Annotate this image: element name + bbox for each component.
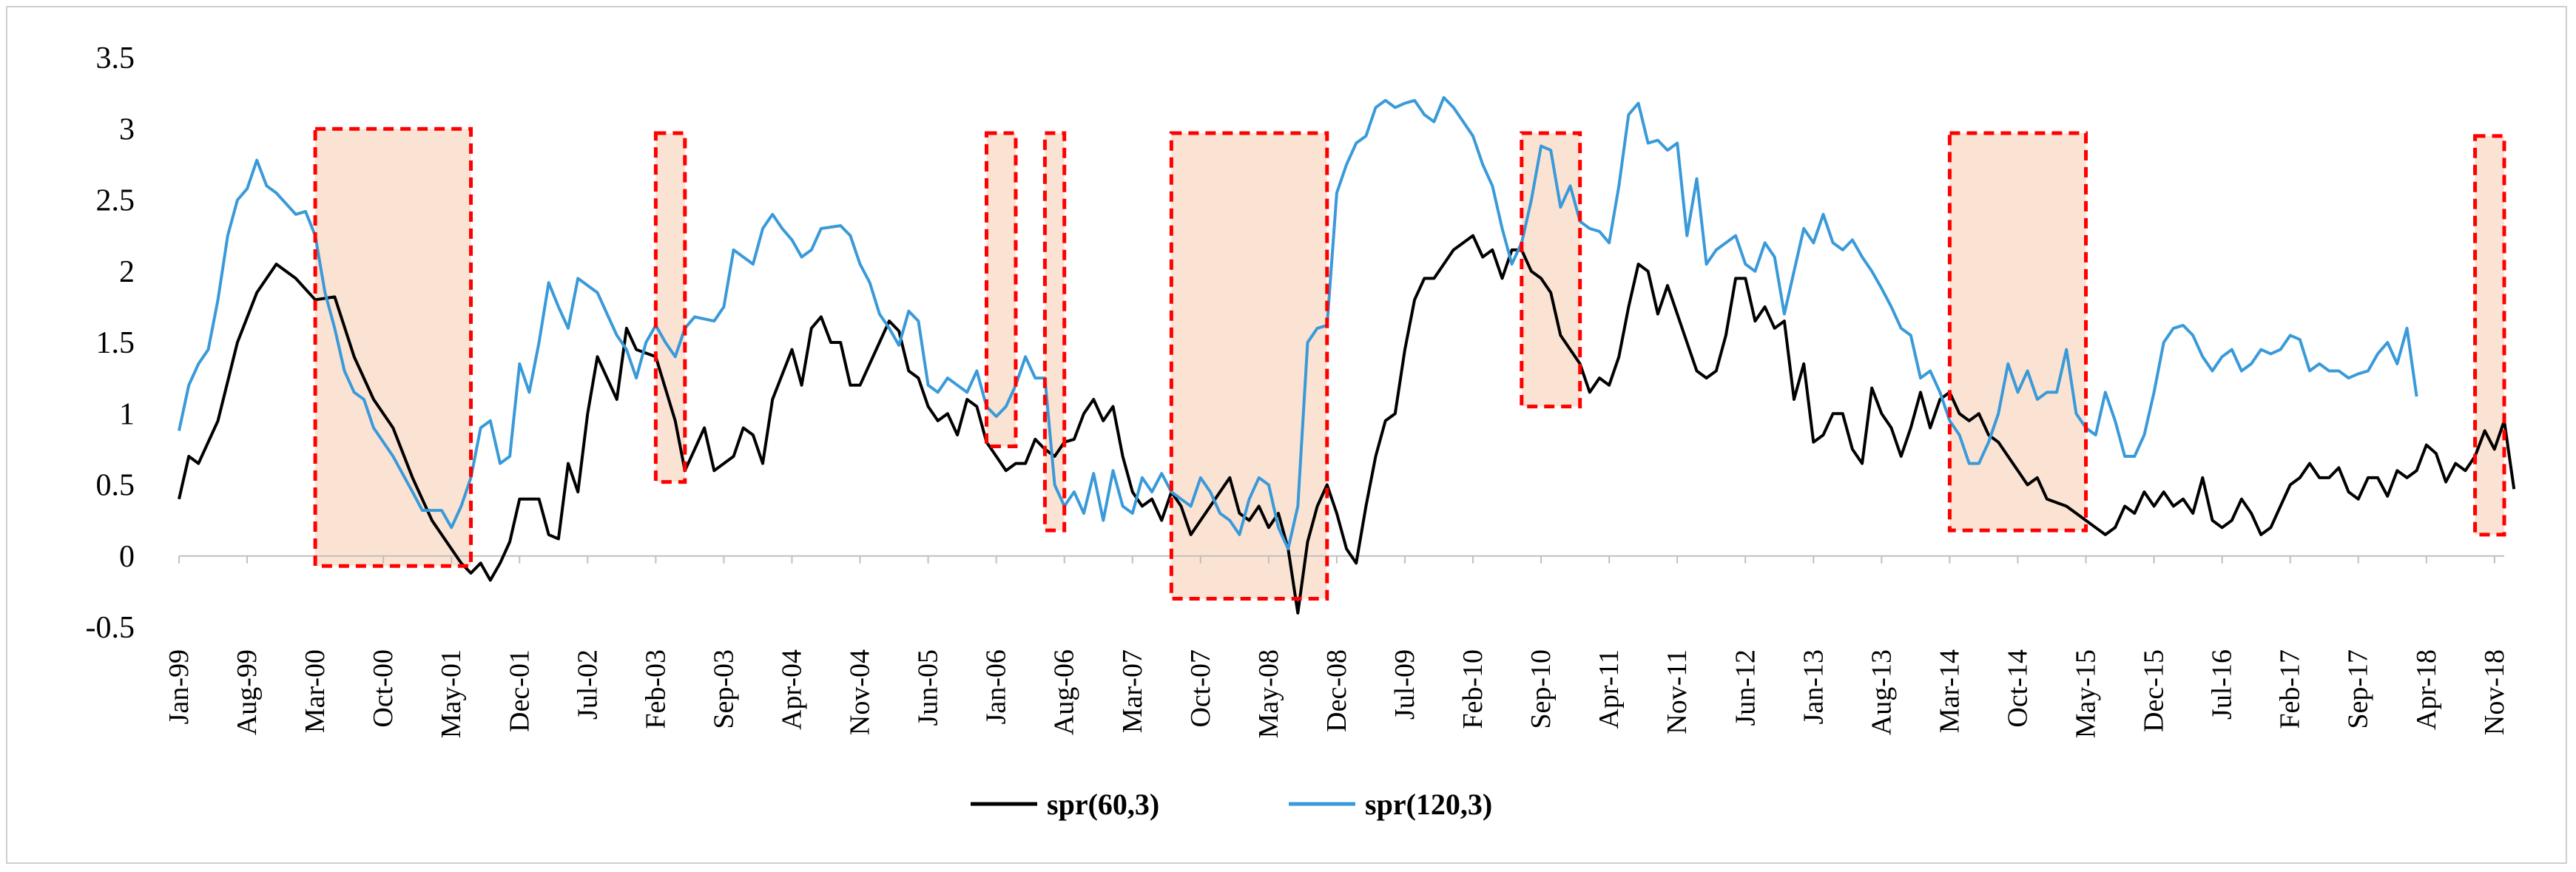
x-tick-label: Jun-12 [1730, 649, 1761, 726]
shaded-period-border-4 [1042, 131, 1067, 533]
series-line-spr60 [178, 234, 2516, 615]
x-tick-label: Aug-99 [232, 649, 263, 735]
x-tick-label: Mar-00 [300, 649, 331, 733]
x-tick-label: Aug-13 [1866, 649, 1897, 735]
x-tick-label: Jan-99 [163, 649, 195, 724]
y-tick-label: 3.5 [96, 41, 135, 75]
y-tick-label: 2 [119, 255, 135, 289]
shaded-period-border-6 [1520, 131, 1582, 409]
x-tick-label: Jun-05 [913, 649, 944, 726]
x-tick-label: May-08 [1253, 649, 1284, 738]
x-tick-label: Jul-02 [572, 649, 603, 720]
shaded-period-fill-8 [2475, 135, 2504, 535]
shaded-period-fill-1 [315, 129, 471, 567]
x-tick-label: Nov-04 [845, 649, 876, 735]
y-tick-label: -0.5 [86, 611, 135, 645]
x-tick-label: Dec-08 [1321, 649, 1352, 732]
shaded-period-fill-2 [655, 133, 685, 482]
y-tick-label: 0 [119, 540, 135, 574]
shaded-period-border-3 [985, 131, 1018, 449]
x-tick-label: Jul-16 [2207, 649, 2238, 720]
axes [178, 555, 2504, 564]
chart-frame: -0.5 0 0.5 1 1.5 2 2.5 3 3.5 Jan-99 Aug-99 Mar-00 Oc… [6, 6, 2567, 864]
x-tick-label: Dec-01 [504, 649, 535, 732]
legend-label-spr120: spr(120,3) [1365, 788, 1492, 821]
x-tick-label: May-15 [2071, 649, 2102, 738]
shaded-period-border-8 [2473, 134, 2506, 537]
x-tick-label: Nov-11 [1662, 649, 1693, 734]
shaded-period-fill-4 [1045, 133, 1065, 531]
legend: spr(60,3) spr(120,3) [971, 788, 1492, 821]
x-tick-label: Feb-17 [2275, 649, 2306, 729]
shaded-period-border-5 [1169, 131, 1329, 601]
x-tick-label: Oct-14 [2003, 649, 2034, 728]
shaded-period-fill-3 [986, 133, 1016, 447]
x-tick-label: Aug-06 [1049, 649, 1080, 735]
x-tick-label: Sep-17 [2343, 649, 2374, 729]
x-tick-label: Oct-07 [1185, 649, 1216, 728]
line-chart: -0.5 0 0.5 1 1.5 2 2.5 3 3.5 Jan-99 Aug-99 Mar-00 Oc… [86, 41, 2516, 821]
shaded-period-borders [313, 126, 2506, 601]
x-tick-label: Jan-13 [1798, 649, 1829, 724]
series-lines [178, 95, 2516, 615]
y-tick-label: 1 [119, 397, 135, 431]
shaded-periods [315, 129, 2504, 599]
x-tick-label: Oct-00 [368, 649, 399, 728]
x-tick-label: Jan-06 [981, 649, 1012, 724]
shaded-period-border-1 [313, 126, 473, 568]
x-tick-label: Sep-10 [1525, 649, 1557, 729]
x-tick-label: Feb-10 [1457, 649, 1488, 729]
x-tick-label: Sep-03 [708, 649, 739, 729]
x-tick-label: Dec-15 [2139, 649, 2170, 732]
y-tick-label: 3 [119, 112, 135, 146]
y-tick-label: 2.5 [96, 184, 135, 218]
x-tick-label: Apr-04 [777, 649, 808, 730]
shaded-period-border-7 [1947, 131, 2088, 533]
y-tick-label: 1.5 [96, 326, 135, 360]
x-tick-label: Nov-18 [2479, 649, 2510, 735]
x-tick-label: Jul-09 [1389, 649, 1420, 720]
tick-labels: -0.5 0 0.5 1 1.5 2 2.5 3 3.5 Jan-99 Aug-99 Mar-00 Oc… [86, 41, 2510, 738]
x-tick-label: Apr-11 [1594, 649, 1625, 729]
x-tick-label: Mar-07 [1117, 649, 1148, 733]
x-tick-label: Mar-14 [1934, 649, 1965, 733]
legend-label-spr60: spr(60,3) [1047, 788, 1159, 821]
x-tick-label: May-01 [436, 649, 467, 738]
x-tick-label: Feb-03 [640, 649, 671, 729]
x-tick-label: Apr-18 [2411, 649, 2442, 730]
y-tick-label: 0.5 [96, 469, 135, 503]
shaded-period-border-2 [653, 131, 687, 484]
